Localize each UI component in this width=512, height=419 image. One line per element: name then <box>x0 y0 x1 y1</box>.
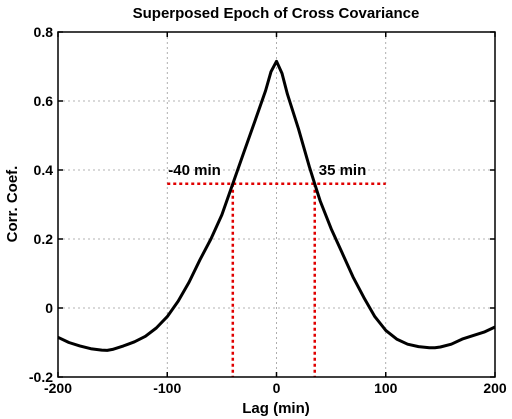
x-axis-label: Lag (min) <box>242 400 310 417</box>
y-tick-label: 0 <box>45 300 53 316</box>
y-tick-label: 0.4 <box>34 162 54 178</box>
x-ticks: -200 -100 0 100 200 <box>44 32 507 396</box>
x-tick-label: -100 <box>153 380 181 396</box>
series-line <box>57 59 496 352</box>
reference-lines <box>167 182 386 377</box>
y-tick-label: 0.8 <box>34 24 54 40</box>
y-tick-label: 0.6 <box>34 93 54 109</box>
x-tick-label: 200 <box>483 380 507 396</box>
x-tick-label: 100 <box>374 380 398 396</box>
annotations: -40 min 35 min <box>168 162 366 179</box>
x-tick-label: -200 <box>44 380 72 396</box>
chart-title: Superposed Epoch of Cross Covariance <box>133 5 420 22</box>
annotation-right-lag: 35 min <box>319 162 367 179</box>
y-ticks: -0.2 0 0.2 0.4 0.6 0.8 <box>29 24 495 385</box>
y-tick-label: -0.2 <box>29 369 53 385</box>
y-tick-label: 0.2 <box>34 231 54 247</box>
annotation-left-lag: -40 min <box>168 162 221 179</box>
y-axis-label: Corr. Coef. <box>4 166 21 243</box>
grid <box>58 32 495 377</box>
x-tick-label: 0 <box>273 380 281 396</box>
